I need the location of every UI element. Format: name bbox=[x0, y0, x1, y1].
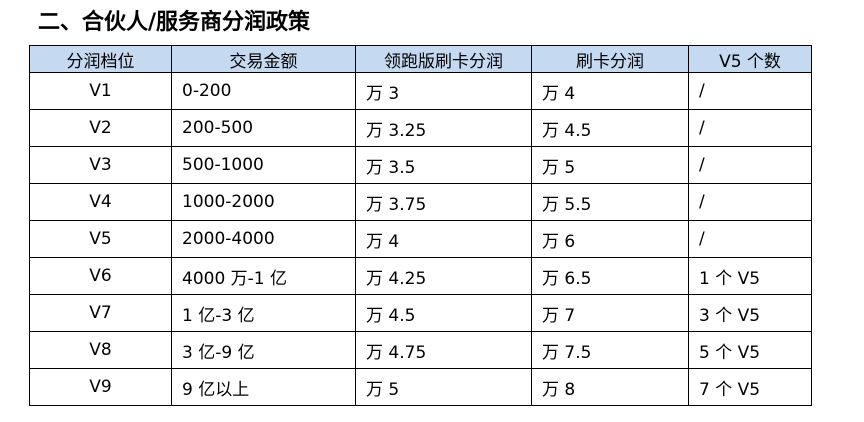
table-cell: 万 4 bbox=[531, 72, 689, 110]
table-cell: 万 5 bbox=[531, 146, 689, 184]
table-cell: V6 bbox=[29, 257, 172, 295]
table-cell: 万 4.5 bbox=[355, 294, 532, 332]
column-header: 刷卡分润 bbox=[531, 45, 689, 73]
header-row: 分润档位 交易金额 领跑版刷卡分润 刷卡分润 V5 个数 bbox=[29, 45, 812, 73]
table-cell: V5 bbox=[29, 220, 172, 258]
table-cell: 9 亿以上 bbox=[171, 368, 356, 406]
table-cell: 万 3 bbox=[355, 72, 532, 110]
table-cell: 3 个 V5 bbox=[688, 294, 812, 332]
table-row: V8 3 亿-9 亿万 4.75 万 7.5 5 个 V5 bbox=[29, 331, 812, 369]
table-cell: 200-500 bbox=[171, 109, 356, 147]
table-cell: 万 7.5 bbox=[531, 331, 689, 369]
table-cell: 万 6 bbox=[531, 220, 689, 258]
table-cell: / bbox=[688, 183, 812, 221]
table-cell: 3 亿-9 亿 bbox=[171, 331, 356, 369]
table-cell: 万 4.5 bbox=[531, 109, 689, 147]
table-cell: V2 bbox=[29, 109, 172, 147]
table-row: V6 4000 万-1 亿万 4.25 万 6.5 1 个 V5 bbox=[29, 257, 812, 295]
table-cell: 万 3.5 bbox=[355, 146, 532, 184]
table-cell: V3 bbox=[29, 146, 172, 184]
table-cell: 4000 万-1 亿 bbox=[171, 257, 356, 295]
table-cell: 万 4.25 bbox=[355, 257, 532, 295]
table-cell: V7 bbox=[29, 294, 172, 332]
table-cell: / bbox=[688, 72, 812, 110]
table-cell: 2000-4000 bbox=[171, 220, 356, 258]
table-cell: 万 3.75 bbox=[355, 183, 532, 221]
table-cell: 万 6.5 bbox=[531, 257, 689, 295]
table-cell: 5 个 V5 bbox=[688, 331, 812, 369]
table-cell: 1 个 V5 bbox=[688, 257, 812, 295]
table-cell: 1000-2000 bbox=[171, 183, 356, 221]
table-cell: V9 bbox=[29, 368, 172, 406]
table-cell: 7 个 V5 bbox=[688, 368, 812, 406]
table-cell: / bbox=[688, 109, 812, 147]
table-cell: 万 7 bbox=[531, 294, 689, 332]
table-cell: 万 5.5 bbox=[531, 183, 689, 221]
table-row: V3 500-1000 万 3.5 万 5/ bbox=[29, 146, 812, 184]
column-header: V5 个数 bbox=[688, 45, 812, 73]
table-cell: V8 bbox=[29, 331, 172, 369]
table-cell: 万 3.25 bbox=[355, 109, 532, 147]
table-cell: 0-200 bbox=[171, 72, 356, 110]
table-cell: 万 8 bbox=[531, 368, 689, 406]
table-cell: V1 bbox=[29, 72, 172, 110]
table-cell: V4 bbox=[29, 183, 172, 221]
table-cell: 万 4 bbox=[355, 220, 532, 258]
table-cell: 500-1000 bbox=[171, 146, 356, 184]
table-cell: 万 5 bbox=[355, 368, 532, 406]
table-row: V4 1000-2000 万 3.75 万 5.5/ bbox=[29, 183, 812, 221]
table-cell: 1 亿-3 亿 bbox=[171, 294, 356, 332]
column-header: 领跑版刷卡分润 bbox=[355, 45, 532, 73]
table-cell: / bbox=[688, 146, 812, 184]
column-header: 交易金额 bbox=[171, 45, 356, 73]
table-cell: / bbox=[688, 220, 812, 258]
column-header: 分润档位 bbox=[29, 45, 172, 73]
section-title: 二、合伙人/服务商分润政策 bbox=[38, 10, 311, 35]
table-cell: 万 4.75 bbox=[355, 331, 532, 369]
table-row: V2 200-500 万 3.25 万 4.5/ bbox=[29, 109, 812, 147]
